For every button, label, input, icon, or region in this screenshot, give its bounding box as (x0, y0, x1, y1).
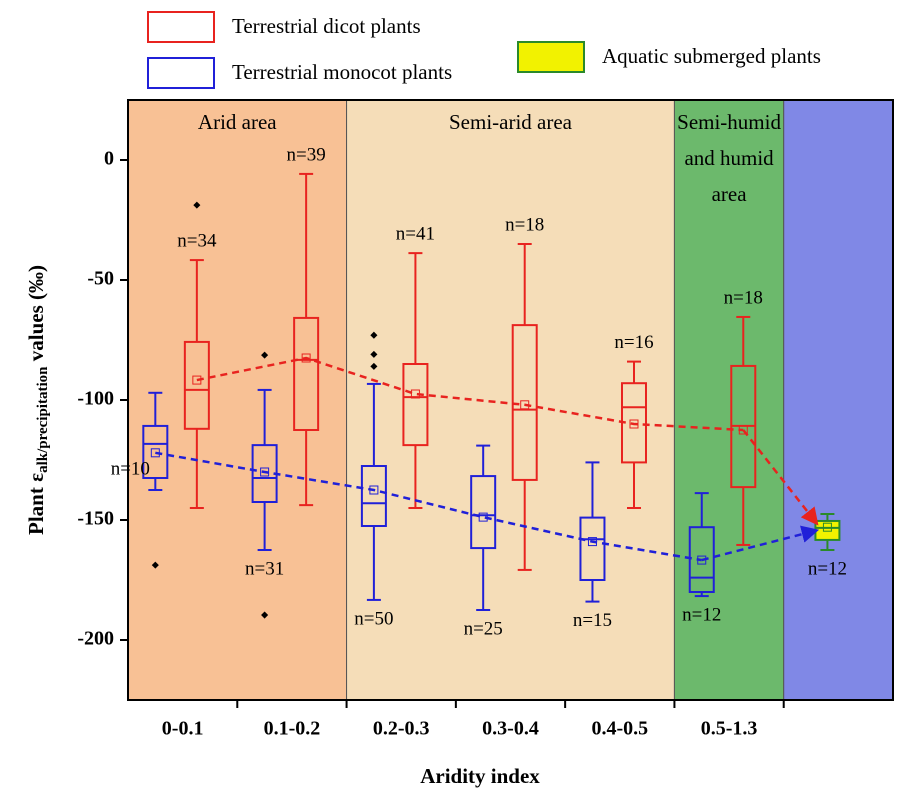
region (673, 99, 785, 701)
box (402, 363, 429, 447)
legend-swatch (517, 41, 585, 73)
n-label: n=10 (111, 458, 150, 479)
mean (822, 522, 832, 532)
n-label: n=16 (614, 332, 653, 353)
box-group: n=18 (724, 287, 763, 546)
x-tick-label: 0.1-0.2 (264, 718, 321, 740)
region-label: Semi-humid (677, 110, 781, 134)
x-tick-label: 0.3-0.4 (482, 718, 539, 740)
mean (301, 353, 311, 363)
y-tick-label: -100 (77, 388, 114, 410)
outlier (261, 611, 269, 619)
y-axis-title-part: Plant ε (24, 473, 48, 535)
box-group: n=39 (287, 144, 326, 507)
mean-arrow (701, 525, 820, 562)
n-label: n=18 (724, 287, 763, 308)
region-label: and humid (684, 146, 774, 170)
legend-swatch (147, 57, 215, 89)
outlier (151, 561, 159, 569)
n-label: n=12 (808, 558, 847, 579)
y-tick-label: -50 (87, 268, 114, 290)
mean-line (196, 356, 744, 432)
y-tick-label: -200 (77, 628, 114, 650)
n-label: n=39 (287, 144, 326, 165)
legend-label: Terrestrial monocot plants (232, 60, 452, 84)
outlier (370, 350, 378, 358)
n-label: n=34 (177, 230, 217, 251)
box (183, 340, 210, 430)
n-label: n=41 (396, 223, 435, 244)
region (127, 99, 348, 701)
mean-line (155, 451, 702, 562)
n-label: n=25 (464, 618, 503, 639)
box-group: n=12 (682, 492, 721, 625)
box-group: n=50 (354, 331, 394, 629)
x-tick-label: 0.4-0.5 (591, 718, 648, 740)
box (814, 519, 841, 541)
box (293, 316, 320, 432)
outlier (370, 362, 378, 370)
box (142, 424, 169, 480)
y-axis-title: Plant εalk/precipitation values (‰) (24, 265, 52, 535)
box-group: n=41 (396, 223, 435, 509)
regions: Arid area Semi-arid area Semi-humid and hum… (127, 99, 894, 701)
legend-label: Aquatic submerged plants (602, 44, 821, 68)
legend-label: Terrestrial dicot plants (232, 14, 421, 38)
y-tick-label: -150 (77, 508, 114, 530)
outlier (370, 331, 378, 339)
box-group: n=15 (573, 461, 612, 631)
x-tick-label: 0.5-1.3 (701, 718, 758, 740)
box (579, 516, 606, 581)
n-label: n=50 (354, 608, 393, 629)
region (346, 99, 675, 701)
n-label: n=18 (505, 214, 544, 235)
legend-swatch (147, 11, 215, 43)
box-group: n=10 (111, 391, 169, 569)
outlier (261, 351, 269, 359)
y-axis-title-part: values (‰) (24, 265, 48, 367)
x-axis-title: Aridity index (420, 764, 540, 788)
region-label: Semi-arid area (449, 110, 573, 134)
n-label: n=15 (573, 610, 612, 631)
n-label: n=31 (245, 558, 284, 579)
mean (629, 419, 639, 429)
region-label: area (712, 182, 748, 206)
mean-arrow (742, 429, 819, 526)
marks: n=34 n=39 n=41 n=18 n=16 n=18 n=10 n=31 n=50 n=25… (111, 144, 847, 639)
n-label: n=12 (682, 604, 721, 625)
box (688, 526, 715, 594)
box-group: n=25 (464, 444, 503, 639)
box (470, 475, 497, 550)
box-group: n=31 (245, 351, 284, 619)
region (783, 99, 894, 701)
y-axis-title-part: alk/precipitation (35, 366, 51, 473)
outlier (193, 201, 201, 209)
y-tick-label: 0 (104, 148, 114, 170)
region-label: Arid area (198, 110, 277, 134)
x-tick-label: 0-0.1 (162, 718, 204, 740)
box (360, 465, 387, 527)
x-tick-label: 0.2-0.3 (373, 718, 430, 740)
